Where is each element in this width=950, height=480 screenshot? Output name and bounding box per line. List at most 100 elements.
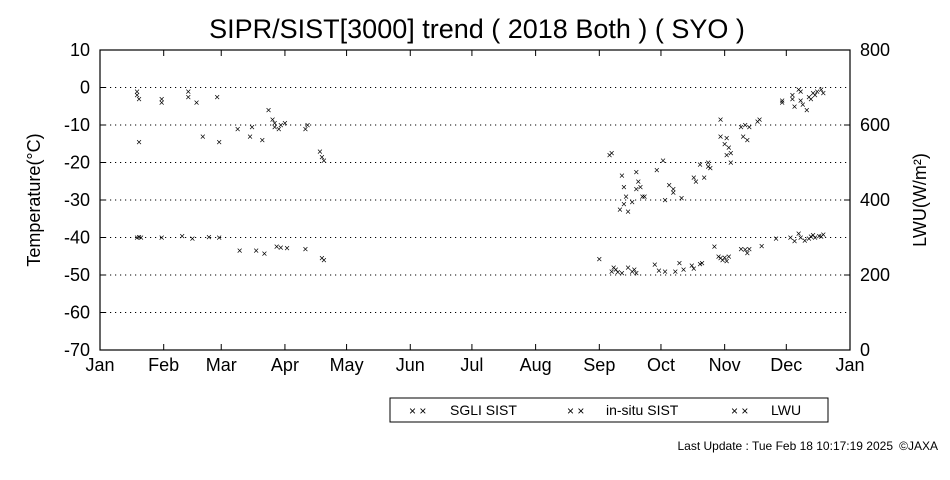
data-point: × (596, 254, 602, 265)
series-lwu: ××× × × × × ×× × ××× × ××× ×××××××××××× × ××× ×× ×××××… (134, 229, 826, 280)
data-point: × (282, 119, 288, 130)
data-point: × (691, 173, 697, 184)
data-point: × (625, 207, 631, 218)
data-point: × (711, 242, 717, 253)
data-point: × (812, 91, 818, 102)
legend-marker-lwu: × × (731, 404, 748, 418)
data-point: × (693, 177, 699, 188)
x-tick-label: Sep (583, 355, 615, 375)
data-point: × (808, 94, 814, 105)
series-sgli-sist: ×××××××××× ×××××××××××××××××× ×× (134, 87, 804, 218)
data-point: × (621, 199, 627, 210)
y-tick-label: -50 (64, 265, 90, 285)
x-axis: Jan Feb Mar Apr May Jun Jul Aug Sep Oct Nov Dec Jan (85, 50, 865, 375)
data-point: × (629, 267, 635, 278)
x-tick-label: Apr (271, 355, 299, 375)
data-point: × (640, 192, 646, 203)
data-point: × (200, 132, 206, 143)
data-point: × (253, 246, 259, 257)
data-point: × (804, 106, 810, 117)
data-point: × (672, 267, 678, 278)
data-point: × (159, 233, 165, 244)
data-point: × (654, 166, 660, 177)
legend-label-sgli: SGLI SIST (450, 402, 517, 418)
data-point: × (738, 244, 744, 255)
x-tick-label: Jan (85, 355, 114, 375)
data-point: × (722, 253, 728, 264)
data-point: × (818, 85, 824, 96)
data-point: × (611, 263, 617, 274)
data-point: × (642, 192, 648, 203)
y-axis-right: 800 600 400 200 0 (844, 40, 890, 360)
data-point: × (319, 254, 325, 265)
series-in-situ-sist: ×× × ×××× ×××× ×× ×××××××××××××××××××××××××××… (134, 85, 826, 209)
data-point: × (216, 137, 222, 148)
legend: × × SGLI SIST × × in-situ SIST × × LWU (389, 397, 829, 423)
data-point: × (305, 121, 311, 132)
data-point: × (681, 265, 687, 276)
data-point: × (726, 143, 732, 154)
data-point: × (798, 96, 804, 107)
data-point: × (787, 233, 793, 244)
data-point: × (284, 244, 290, 255)
data-point: × (259, 136, 265, 147)
data-point: × (261, 249, 267, 260)
data-point: × (740, 132, 746, 143)
data-point: × (796, 229, 802, 240)
x-tick-label: Mar (206, 355, 237, 375)
y2-tick-label: 200 (860, 265, 890, 285)
data-point: × (652, 260, 658, 271)
x-tick-label: Aug (520, 355, 552, 375)
data-point: × (724, 151, 730, 162)
data-point: × (633, 184, 639, 195)
x-tick-label: Oct (647, 355, 675, 375)
data-point: × (136, 94, 142, 105)
data-point: × (796, 85, 802, 96)
data-point: × (321, 156, 327, 167)
y-tick-label: -40 (64, 228, 90, 248)
data-point: × (742, 245, 748, 256)
legend-marker-insitu: × × (567, 404, 584, 418)
data-point: × (185, 92, 191, 103)
y2-tick-label: 400 (860, 190, 890, 210)
x-tick-label: Dec (770, 355, 802, 375)
data-point: × (773, 234, 779, 245)
data-point: × (742, 121, 748, 132)
data-point: × (615, 268, 621, 279)
x-tick-label: Feb (148, 355, 179, 375)
y-tick-label: -10 (64, 115, 90, 135)
y2-tick-label: 800 (860, 40, 890, 60)
data-point: × (276, 124, 282, 135)
data-point: × (814, 87, 820, 98)
data-point: × (266, 106, 272, 117)
data-point: × (619, 171, 625, 182)
data-point: × (677, 259, 683, 270)
data-point: × (744, 248, 750, 259)
data-point: × (185, 87, 191, 98)
data-point: × (744, 136, 750, 147)
data-point: × (216, 233, 222, 244)
data-point: × (138, 233, 144, 244)
data-point: × (629, 197, 635, 208)
data-point: × (701, 173, 707, 184)
data-point: × (757, 115, 763, 126)
data-point: × (806, 234, 812, 245)
data-point: × (759, 242, 765, 253)
data-point: × (134, 233, 140, 244)
data-point: × (619, 269, 625, 280)
data-point: × (800, 100, 806, 111)
data-point: × (235, 124, 241, 135)
data-point: × (278, 243, 284, 254)
data-point: × (179, 232, 185, 243)
y2-tick-label: 600 (860, 115, 890, 135)
data-point: × (779, 98, 785, 109)
data-point: × (722, 139, 728, 150)
data-point: × (716, 252, 722, 263)
data-point: × (272, 119, 278, 130)
data-point: × (656, 266, 662, 277)
x-tick-label: Jun (396, 355, 425, 375)
data-point: × (697, 160, 703, 171)
y-tick-label: -70 (64, 340, 90, 360)
y-tick-label: -30 (64, 190, 90, 210)
data-point: × (319, 152, 325, 163)
